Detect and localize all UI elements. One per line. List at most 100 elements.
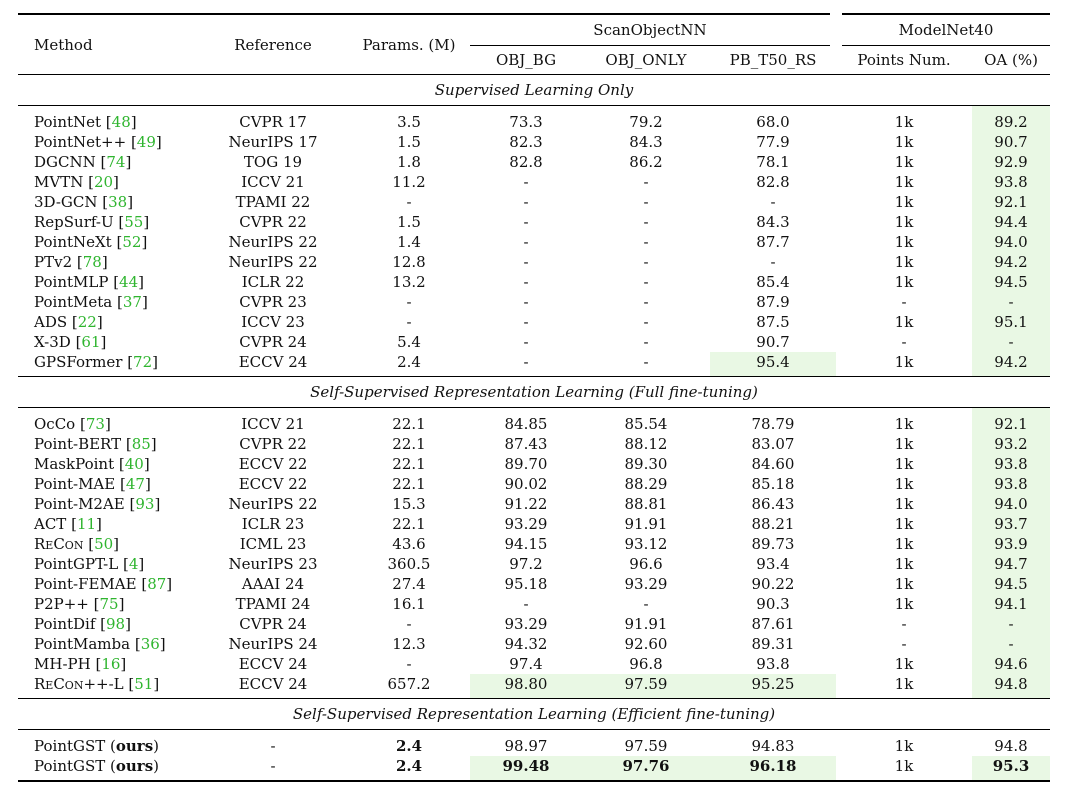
cell-value: 78.1 xyxy=(756,153,790,171)
cell-params: 15.3 xyxy=(348,494,470,514)
cell-obj-only: - xyxy=(582,272,710,292)
cell-value: 95.18 xyxy=(504,575,548,593)
cell-value: 95.1 xyxy=(994,313,1028,331)
cell-obj-bg: - xyxy=(470,332,582,352)
citation-link[interactable]: 48 xyxy=(111,113,131,131)
cell-value: - xyxy=(643,595,649,613)
cell-oa: - xyxy=(972,332,1051,352)
cell-value: 82.3 xyxy=(509,133,543,151)
cell-value: 1k xyxy=(894,575,914,593)
cell-obj-bg: - xyxy=(470,312,582,332)
citation-link[interactable]: 98 xyxy=(106,615,126,633)
citation-link[interactable]: 75 xyxy=(99,595,119,613)
cell-method: ADS [22] xyxy=(34,313,103,331)
cell-points: 1k xyxy=(836,654,972,674)
citation-link[interactable]: 87 xyxy=(147,575,167,593)
citation-link[interactable]: 74 xyxy=(106,153,126,171)
cell-ref: ECCV 24 xyxy=(198,654,348,674)
cell-value: ICCV 21 xyxy=(241,173,305,191)
method-name: ReCon xyxy=(34,535,84,553)
citation-link[interactable]: 44 xyxy=(119,273,139,291)
citation-link[interactable]: 47 xyxy=(125,475,145,493)
cell-value: 93.8 xyxy=(994,455,1028,473)
cell-oa: 92.1 xyxy=(972,192,1051,212)
citation-link[interactable]: 52 xyxy=(122,233,142,251)
cell-value: ECCV 22 xyxy=(238,475,308,493)
cell-obj-bg: 82.3 xyxy=(470,132,582,152)
citation-link[interactable]: 85 xyxy=(131,435,151,453)
cell-value: 90.02 xyxy=(504,475,548,493)
citation-link[interactable]: 16 xyxy=(101,655,121,673)
cell-value: 1k xyxy=(894,313,914,331)
citation-link[interactable]: 72 xyxy=(133,353,153,371)
cell-ref: CVPR 17 xyxy=(198,106,348,133)
citation-link[interactable]: 55 xyxy=(124,213,144,231)
cell-method: PointNeXt [52] xyxy=(34,233,148,251)
cell-points: 1k xyxy=(836,594,972,614)
cell-points: 1k xyxy=(836,534,972,554)
citation-link[interactable]: 37 xyxy=(122,293,142,311)
cell-value: - xyxy=(770,253,776,271)
cell-method: PointNet++ [49] xyxy=(34,133,162,151)
cell-obj-only: - xyxy=(582,292,710,312)
cell-value: 68.0 xyxy=(756,113,790,131)
cell-points: 1k xyxy=(836,312,972,332)
citation-link[interactable]: 22 xyxy=(77,313,97,331)
cell-ref: CVPR 23 xyxy=(198,292,348,312)
cell-value: ICML 23 xyxy=(239,535,307,553)
cell-value: 93.29 xyxy=(504,615,548,633)
table-row: P2P++ [75] TPAMI 24 16.1 - - 90.3 1k 94.1 xyxy=(18,594,1051,614)
cell-points: 1k xyxy=(836,106,972,133)
cell-value: 94.15 xyxy=(504,535,548,553)
cell-points: - xyxy=(836,332,972,352)
cell-value: 97.59 xyxy=(624,737,668,755)
cell-pb: 87.61 xyxy=(710,614,836,634)
cell-obj-only: 96.8 xyxy=(582,654,710,674)
citation-link[interactable]: 38 xyxy=(108,193,128,211)
citation-link[interactable]: 73 xyxy=(85,415,105,433)
method-name: ACT xyxy=(34,515,67,533)
cell-obj-only: 96.6 xyxy=(582,554,710,574)
table-row: PointNeXt [52] NeurIPS 22 1.4 - - 87.7 1k 94.0 xyxy=(18,232,1051,252)
cell-value: 94.5 xyxy=(994,273,1028,291)
cell-value: - xyxy=(406,293,412,311)
cell-value: 93.8 xyxy=(994,475,1028,493)
citation-link[interactable]: 49 xyxy=(136,133,156,151)
cell-value: 87.43 xyxy=(504,435,548,453)
cell-value: 84.60 xyxy=(751,455,795,473)
citation-link[interactable]: 78 xyxy=(82,253,102,271)
cell-ref: ICLR 22 xyxy=(198,272,348,292)
citation-link[interactable]: 51 xyxy=(134,675,154,693)
citation-link[interactable]: 50 xyxy=(94,535,114,553)
cell-pb: 90.22 xyxy=(710,574,836,594)
cell-obj-only: - xyxy=(582,212,710,232)
citation-link[interactable]: 36 xyxy=(140,635,160,653)
method-name: PointMLP xyxy=(34,273,109,291)
cell-pb: 85.4 xyxy=(710,272,836,292)
cell-oa: 94.2 xyxy=(972,252,1051,272)
citation-link[interactable]: 93 xyxy=(135,495,155,513)
citation-link[interactable]: 4 xyxy=(128,555,139,573)
cell-obj-only: 97.59 xyxy=(582,674,710,699)
cell-value: 89.73 xyxy=(751,535,795,553)
cell-value: 88.29 xyxy=(624,475,668,493)
table-row: GPSFormer [72] ECCV 24 2.4 - - 95.4 1k 94.2 xyxy=(18,352,1051,377)
cell-value: 1k xyxy=(894,455,914,473)
cell-value: 78.79 xyxy=(751,415,795,433)
cell-value: 73.3 xyxy=(509,113,543,131)
citation-link[interactable]: 40 xyxy=(124,455,144,473)
cell-obj-bg: - xyxy=(470,232,582,252)
citation-link[interactable]: 61 xyxy=(81,333,101,351)
cell-method: MaskPoint [40] xyxy=(34,455,150,473)
citation-link[interactable]: 11 xyxy=(76,515,97,533)
cell-value: ICLR 23 xyxy=(241,515,305,533)
cell-value: 94.8 xyxy=(994,737,1028,755)
cell-params: 22.1 xyxy=(348,454,470,474)
cell-value: ECCV 22 xyxy=(238,455,308,473)
cell-obj-bg: 91.22 xyxy=(470,494,582,514)
cell-method: GPSFormer [72] xyxy=(34,353,158,371)
section-supervised: Supervised Learning Only xyxy=(18,74,1051,106)
cell-value: 22.1 xyxy=(392,415,426,433)
cell-value: - xyxy=(523,293,529,311)
citation-link[interactable]: 20 xyxy=(93,173,114,191)
